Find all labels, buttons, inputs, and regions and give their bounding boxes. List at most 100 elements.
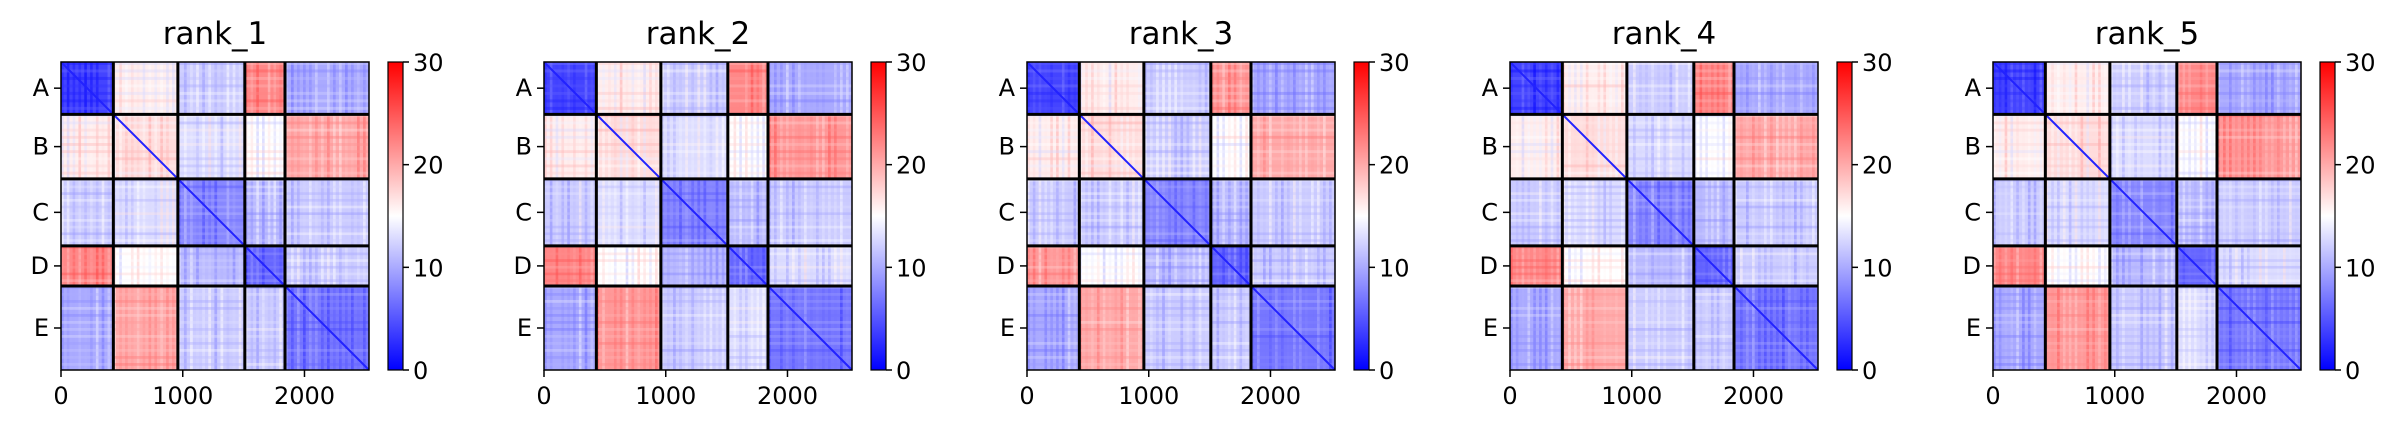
heatmap-stripe [238,286,242,370]
heatmap-stripe [61,307,114,310]
heatmap-stripe [715,178,719,246]
heatmap-stripe [2045,62,2110,65]
heatmap-stripe [2122,286,2125,370]
heatmap-stripe [1143,143,1211,146]
heatmap-stripe [1626,69,1694,73]
heatmap-stripe [61,84,114,88]
heatmap-stripe [2045,185,2110,189]
heatmap-stripe [2022,286,2025,370]
heatmap-stripe [113,232,178,236]
heatmap-stripe [1626,272,1694,276]
heatmap-stripe [1626,143,1694,146]
heatmap-stripe [2217,205,2301,209]
heatmap-stripe [357,114,360,179]
heatmap-stripe [214,114,218,179]
heatmap-stripe [631,114,635,179]
heatmap-stripe [596,185,661,189]
heatmap-stripe [1091,62,1094,115]
heatmap-stripe [1239,245,1243,286]
heatmap-stripe [285,76,369,80]
heatmap-stripe [1544,62,1548,115]
heatmap-stripe [1693,232,1734,236]
heatmap-stripe [1143,293,1211,296]
heatmap-stripe [1210,307,1251,310]
heatmap-stripe [619,286,623,370]
heatmap-stripe [1626,239,1694,242]
heatmap-stripe [2283,178,2286,246]
heatmap-stripe [1510,286,1513,370]
heatmap-stripe [573,178,576,246]
heatmap-stripe [1251,62,1335,65]
heatmap-stripe [596,128,661,132]
heatmap-stripe [1061,114,1065,179]
heatmap-stripe [1263,114,1266,179]
heatmap-stripe [846,245,849,286]
heatmap-stripe [2176,225,2217,229]
heatmap-stripe [660,143,728,146]
heatmap-stripe [768,62,852,65]
heatmap-stripe [1993,178,1996,246]
heatmap-stripe [61,62,64,115]
heatmap-stripe [78,178,82,246]
heatmap-stripe [113,307,178,310]
heatmap-stripe [2176,328,2217,331]
heatmap-stripe [2109,252,2177,256]
heatmap-stripe [2176,293,2217,296]
heatmap-stripe [1210,91,1251,95]
heatmap-stripe [2247,62,2250,115]
heatmap-stripe [183,114,187,179]
heatmap-stripe [2217,265,2301,269]
heatmap-stripe [1794,178,1797,246]
heatmap-stripe [1067,286,1071,370]
heatmap-stripe [196,245,199,286]
heatmap-stripe [2295,114,2298,179]
heatmap-stripe [544,259,597,262]
heatmap-stripe [177,321,245,324]
heatmap-stripe [1626,259,1694,262]
heatmap-stripe [244,259,285,262]
heatmap-stripe [1770,245,1773,286]
heatmap-stripe [1245,245,1248,286]
heatmap-stripe [1056,286,1059,370]
heatmap-stripe [555,286,559,370]
x-tick-label: 2000 [1240,382,1301,410]
heatmap-stripe [567,114,570,179]
heatmap-stripe [244,62,285,65]
heatmap-stripe [1734,128,1818,132]
heatmap-stripe [1143,164,1211,168]
heatmap-stripe [232,178,236,246]
heatmap-stripe [1143,252,1211,256]
heatmap-stripe [660,128,728,132]
heatmap-stripe [113,128,178,132]
heatmap-stripe [1626,349,1694,352]
heatmap-stripe [1574,286,1577,370]
x-tick-label: 0 [1019,382,1034,410]
heatmap-stripe [2217,363,2301,366]
heatmap-stripe [1210,171,1251,175]
heatmap-stripe [1251,99,1335,103]
heatmap-stripe [2022,245,2025,286]
heatmap-stripe [1675,286,1679,370]
heatmap-stripe [226,178,230,246]
heatmap-stripe [727,69,768,73]
heatmap-stripe [673,62,676,115]
heatmap-stripe [727,76,768,80]
heatmap-stripe [1615,286,1618,370]
heatmap-stripe [2109,232,2177,236]
heatmap-stripe [2027,286,2031,370]
heatmap-stripe [792,245,795,286]
heatmap-stripe [1293,114,1296,179]
heatmap-stripe [544,84,597,88]
heatmap-stripe [2074,245,2078,286]
heatmap-stripe [291,178,294,246]
heatmap-stripe [1626,356,1694,359]
heatmap-stripe [745,178,748,246]
heatmap-stripe [2188,178,2191,246]
heatmap-stripe [567,178,570,246]
heatmap-stripe [2109,198,2177,202]
heatmap-stripe [1192,245,1196,286]
heatmap-stripe [584,62,588,115]
heatmap-stripe [244,198,285,202]
heatmap-stripe [768,265,852,269]
heatmap-stripe [1156,286,1159,370]
